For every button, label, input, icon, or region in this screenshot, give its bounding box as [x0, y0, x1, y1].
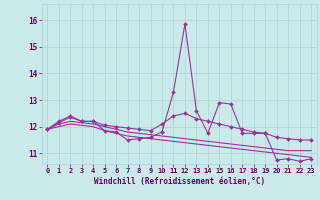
X-axis label: Windchill (Refroidissement éolien,°C): Windchill (Refroidissement éolien,°C): [94, 177, 265, 186]
